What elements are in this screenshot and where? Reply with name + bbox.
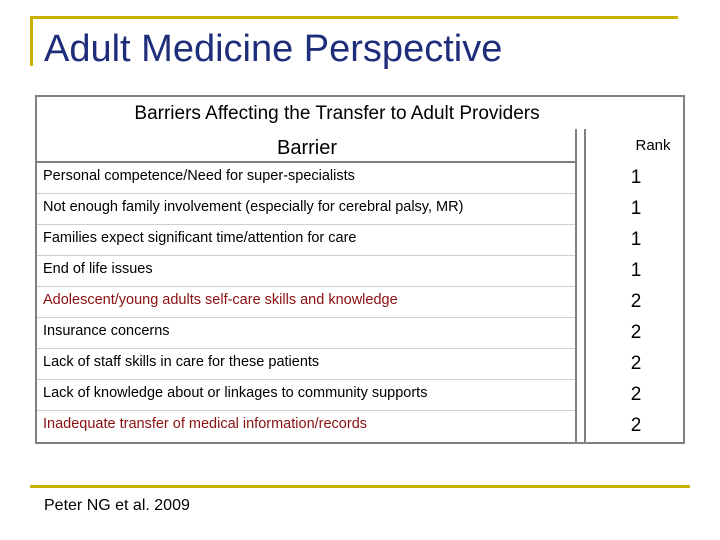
row-separator (37, 193, 575, 194)
rank-column-header: Rank (635, 137, 671, 154)
decorative-top-line (30, 16, 678, 19)
table-row: Lack of knowledge about or linkages to c… (37, 380, 683, 411)
row-separator (37, 410, 575, 411)
barrier-cell: Not enough family involvement (especiall… (43, 199, 464, 215)
table-row: Personal competence/Need for super-speci… (37, 163, 683, 194)
row-separator (37, 348, 575, 349)
slide-title: Adult Medicine Perspective (44, 28, 503, 70)
barriers-table: Barriers Affecting the Transfer to Adult… (35, 95, 685, 444)
decorative-left-line (30, 16, 33, 66)
barrier-cell: Inadequate transfer of medical informati… (43, 416, 368, 432)
table-row: Not enough family involvement (especiall… (37, 194, 683, 225)
table-row: Adolescent/young adults self-care skills… (37, 287, 683, 318)
decorative-bottom-line (30, 485, 690, 488)
rank-cell: 2 (630, 353, 642, 374)
rank-cell: 2 (630, 415, 642, 436)
row-separator (37, 286, 575, 287)
rank-cell: 1 (630, 260, 642, 281)
table-row: Families expect significant time/attenti… (37, 225, 683, 256)
table-row: Insurance concerns 2 (37, 318, 683, 349)
rank-cell: 1 (630, 167, 642, 188)
citation: Peter NG et al. 2009 (44, 497, 190, 514)
rank-cell: 2 (630, 384, 642, 405)
rank-cell: 1 (630, 198, 642, 219)
row-separator (37, 224, 575, 225)
header-divider (37, 161, 575, 163)
column-divider (575, 129, 586, 442)
barrier-cell: Lack of staff skills in care for these p… (43, 354, 320, 370)
barrier-cell: End of life issues (43, 261, 153, 277)
row-separator (37, 317, 575, 318)
rank-cell: 2 (630, 291, 642, 312)
barrier-cell: Families expect significant time/attenti… (43, 230, 357, 246)
row-separator (37, 379, 575, 380)
barrier-cell: Personal competence/Need for super-speci… (43, 168, 355, 184)
table-row: Lack of staff skills in care for these p… (37, 349, 683, 380)
table-caption: Barriers Affecting the Transfer to Adult… (134, 103, 540, 124)
row-separator (37, 255, 575, 256)
rank-cell: 1 (630, 229, 642, 250)
barrier-cell: Insurance concerns (43, 323, 170, 339)
table-row: End of life issues 1 (37, 256, 683, 287)
rank-cell: 2 (630, 322, 642, 343)
barrier-cell: Adolescent/young adults self-care skills… (43, 292, 398, 308)
table-row: Inadequate transfer of medical informati… (37, 411, 683, 442)
barrier-cell: Lack of knowledge about or linkages to c… (43, 385, 428, 401)
barrier-column-header: Barrier (276, 137, 337, 159)
